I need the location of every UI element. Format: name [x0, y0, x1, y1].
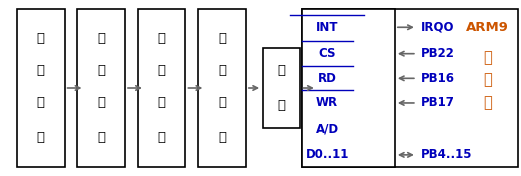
Text: D0..11: D0..11	[305, 148, 349, 161]
Text: INT: INT	[316, 21, 339, 34]
Text: WR: WR	[316, 96, 338, 109]
Text: 前: 前	[97, 32, 105, 45]
Text: 号: 号	[36, 131, 45, 144]
Bar	[138, 9, 185, 167]
Text: 大: 大	[97, 131, 105, 144]
Text: 心: 心	[483, 73, 491, 88]
Text: 置: 置	[97, 64, 105, 77]
Text: ARM9: ARM9	[466, 21, 508, 34]
Text: 大: 大	[277, 99, 286, 112]
Text: 通: 通	[157, 64, 166, 77]
Text: RD: RD	[318, 72, 337, 85]
Bar	[77, 9, 125, 167]
Text: PB4..15: PB4..15	[421, 148, 473, 161]
Text: 板: 板	[483, 95, 491, 111]
Bar	[17, 9, 65, 167]
Bar	[302, 9, 518, 167]
Text: PB22: PB22	[421, 47, 455, 60]
Bar	[263, 48, 300, 128]
Text: 极: 极	[36, 64, 45, 77]
Text: 滤: 滤	[218, 96, 226, 109]
Text: IRQO: IRQO	[421, 21, 454, 34]
Bar	[198, 9, 246, 167]
Text: CS: CS	[318, 47, 336, 60]
Text: PB16: PB16	[421, 72, 455, 85]
Text: A/D: A/D	[316, 123, 339, 136]
Text: 通: 通	[218, 64, 226, 77]
Text: 核: 核	[483, 50, 491, 65]
Text: 放: 放	[277, 64, 286, 77]
Text: 放: 放	[97, 96, 105, 109]
Text: 波: 波	[218, 131, 226, 144]
Text: 高: 高	[157, 32, 166, 45]
Text: PB17: PB17	[421, 96, 455, 109]
Text: 低: 低	[218, 32, 226, 45]
Bar	[302, 9, 395, 167]
Text: 滤: 滤	[157, 96, 166, 109]
Text: 电: 电	[36, 32, 45, 45]
Text: 波: 波	[157, 131, 166, 144]
Text: 信: 信	[36, 96, 45, 109]
